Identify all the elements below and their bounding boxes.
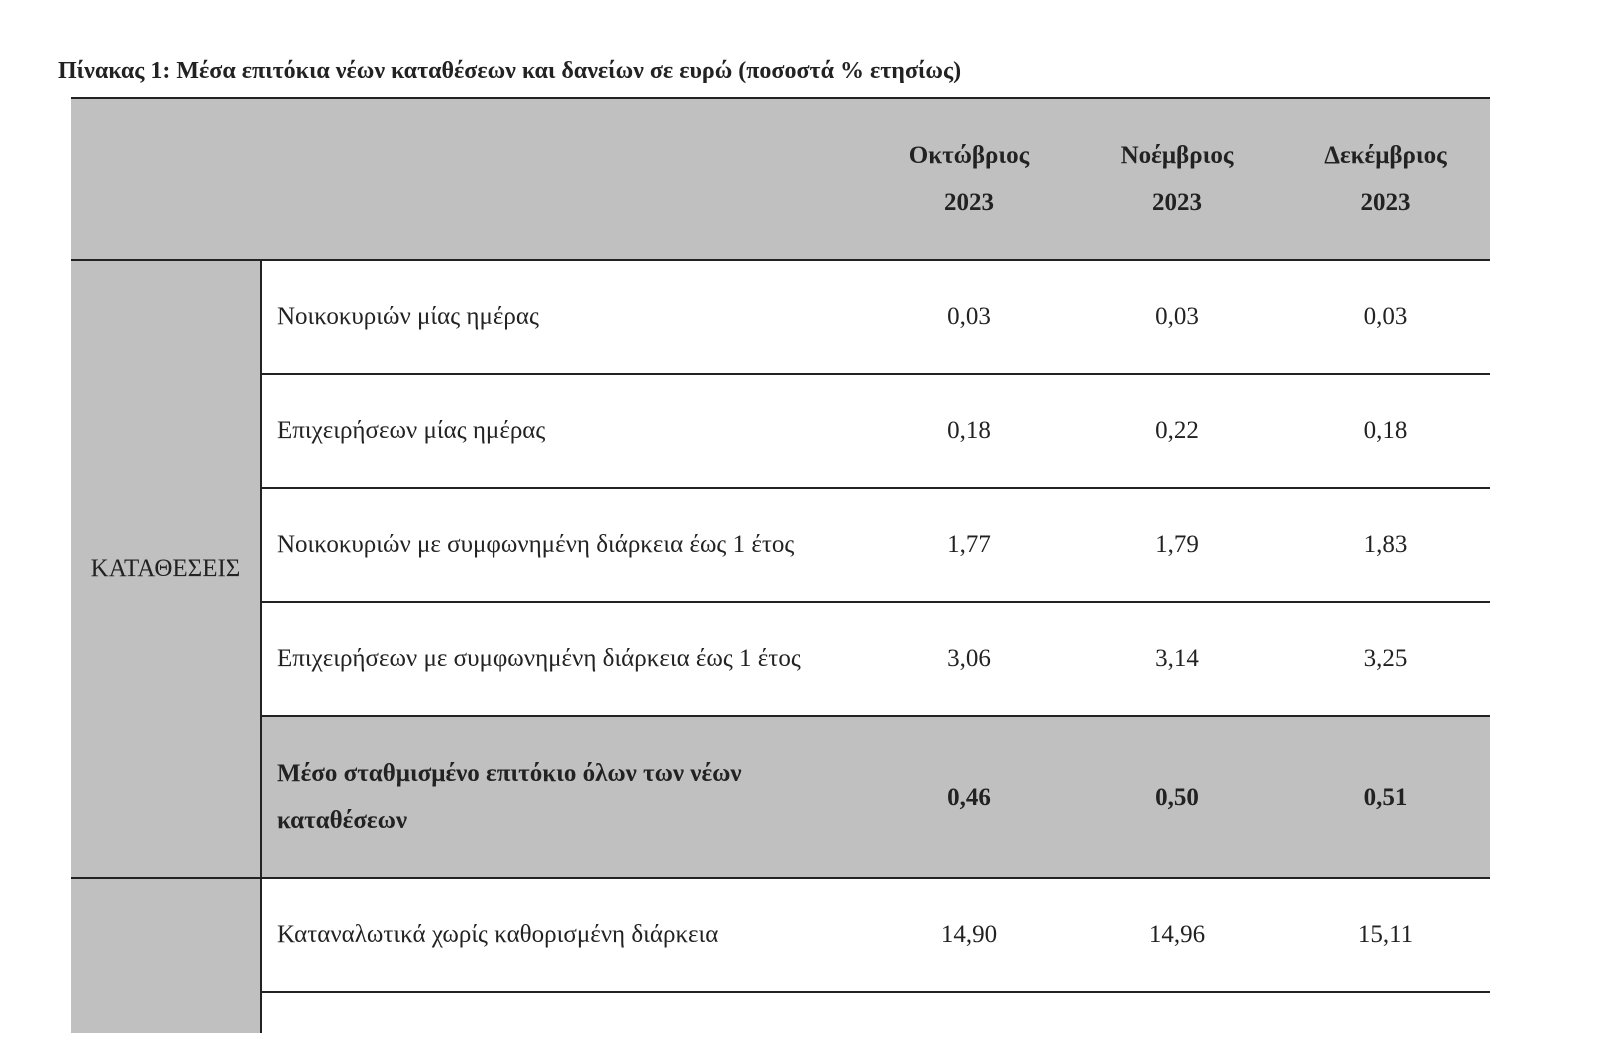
deposits-group-label: ΚΑΤΑΘΕΣΕΙΣ <box>71 259 262 878</box>
average-value: 0,51 <box>1281 715 1490 878</box>
row-value: 3,06 <box>865 601 1073 716</box>
row-value: 0,18 <box>1281 373 1490 488</box>
row-label: Επιχειρήσεων με συμφωνημένη διάρκεια έως… <box>261 601 865 716</box>
average-value: 0,46 <box>865 715 1073 878</box>
column-header-year: 2023 <box>1152 189 1202 216</box>
average-label: Μέσο σταθμισμένο επιτόκιο όλων των νέων … <box>261 715 865 878</box>
loans-group-cell <box>71 877 262 1033</box>
column-header-month: Δεκέμβριος <box>1324 142 1447 169</box>
row-label: Καταναλωτικά χωρίς καθορισμένη διάρκεια <box>261 877 865 992</box>
average-row: Μέσο σταθμισμένο επιτόκιο όλων των νέων … <box>71 715 1490 878</box>
table-row: Νοικοκυριών με συμφωνημένη διάρκεια έως … <box>71 487 1490 602</box>
row-value: 1,83 <box>1281 487 1490 602</box>
interest-rates-table: Οκτώβριος 2023 Νοέμβριος 2023 Δεκέμβριος… <box>71 97 1490 1033</box>
row-label: Νοικοκυριών μίας ημέρας <box>261 259 865 374</box>
table-row: Επιχειρήσεων με συμφωνημένη διάρκεια έως… <box>71 601 1490 716</box>
table-row: Επιχειρήσεων μίας ημέρας 0,18 0,22 0,18 <box>71 373 1490 488</box>
table-row: Καταναλωτικά χωρίς καθορισμένη διάρκεια … <box>71 877 1490 1033</box>
row-value <box>1281 991 1490 1033</box>
row-value: 1,77 <box>865 487 1073 602</box>
column-header-november: Νοέμβριος 2023 <box>1073 97 1281 260</box>
header-blank-cell <box>71 97 865 260</box>
row-value <box>865 991 1073 1033</box>
row-value: 0,03 <box>1281 259 1490 374</box>
row-value: 14,96 <box>1073 877 1281 992</box>
row-value: 0,22 <box>1073 373 1281 488</box>
row-value: 15,11 <box>1281 877 1490 992</box>
column-header-year: 2023 <box>944 189 994 216</box>
row-label <box>261 991 865 1033</box>
average-value: 0,50 <box>1073 715 1281 878</box>
row-value <box>1073 991 1281 1033</box>
table-caption: Πίνακας 1: Μέσα επιτόκια νέων καταθέσεων… <box>58 58 962 84</box>
row-value: 0,18 <box>865 373 1073 488</box>
table-row <box>71 991 1490 1033</box>
row-value: 14,90 <box>865 877 1073 992</box>
column-header-year: 2023 <box>1360 189 1411 216</box>
row-value: 3,25 <box>1281 601 1490 716</box>
header-row: Οκτώβριος 2023 Νοέμβριος 2023 Δεκέμβριος… <box>71 97 1490 260</box>
row-value: 1,79 <box>1073 487 1281 602</box>
row-value: 3,14 <box>1073 601 1281 716</box>
row-value: 0,03 <box>1073 259 1281 374</box>
row-value: 0,03 <box>865 259 1073 374</box>
row-label: Νοικοκυριών με συμφωνημένη διάρκεια έως … <box>261 487 865 602</box>
column-header-month: Νοέμβριος <box>1120 142 1234 169</box>
table-row: ΚΑΤΑΘΕΣΕΙΣ Νοικοκυριών μίας ημέρας 0,03 … <box>71 259 1490 878</box>
row-label: Επιχειρήσεων μίας ημέρας <box>261 373 865 488</box>
column-header-month: Οκτώβριος <box>908 142 1030 169</box>
column-header-december: Δεκέμβριος 2023 <box>1281 97 1490 260</box>
column-header-october: Οκτώβριος 2023 <box>865 97 1073 260</box>
